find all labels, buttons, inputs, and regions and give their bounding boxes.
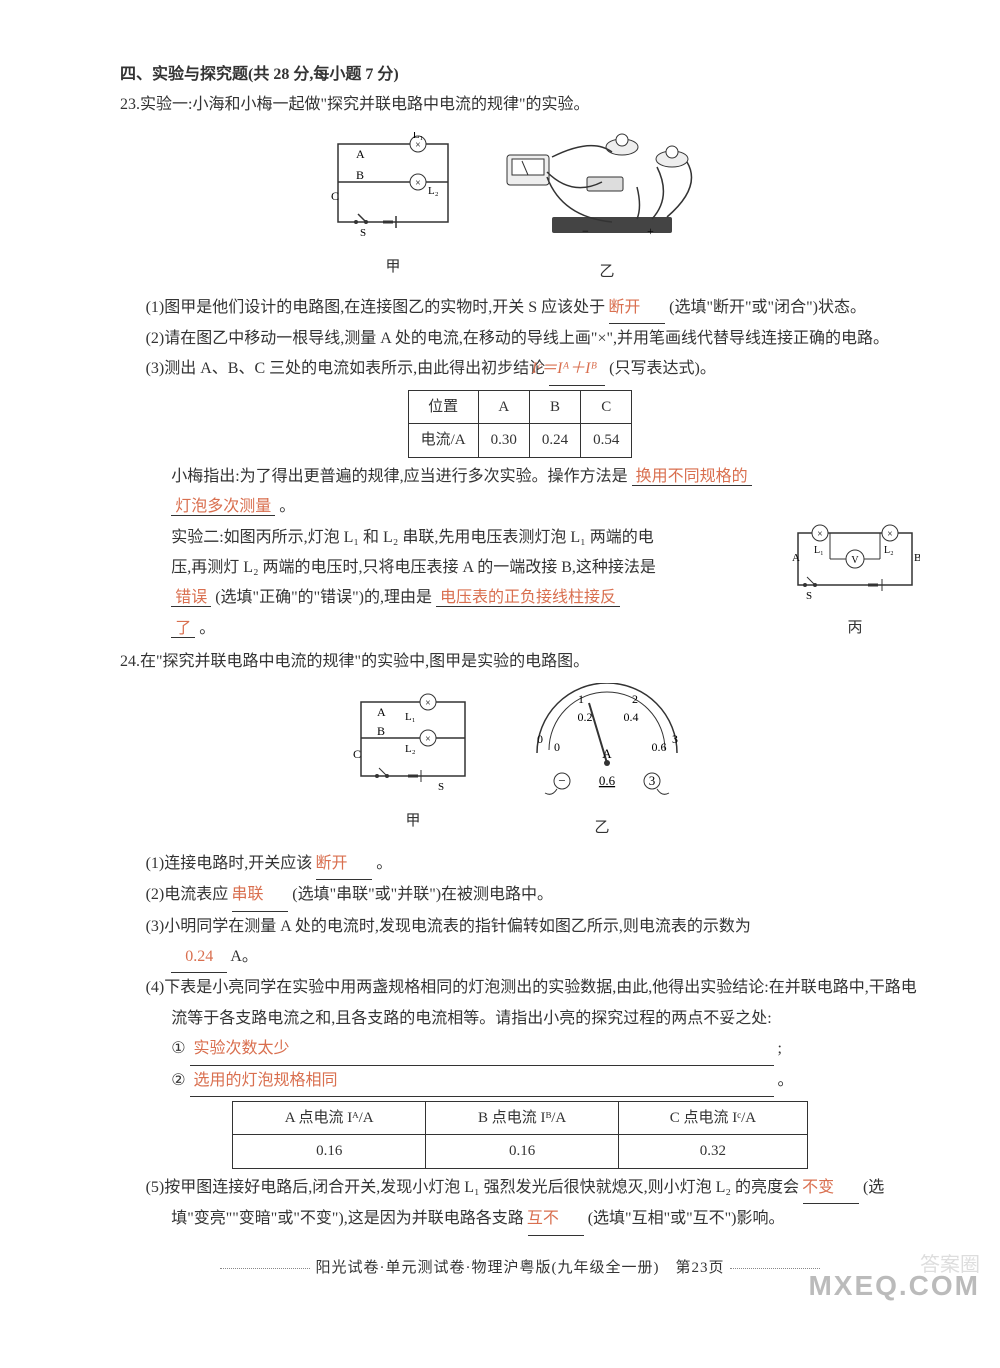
q24-fig-jia: ×L₁ ×L₂ A B C S 甲 — [343, 690, 483, 835]
svg-text:S: S — [360, 227, 366, 239]
svg-text:B: B — [914, 552, 920, 564]
q24-p4: (4)下表是小亮同学在实验中用两盏规格相同的灯泡测出的实验数据,由此,他得出实验… — [120, 973, 920, 1034]
q24-intro: 在"探究并联电路中电流的规律"的实验中,图甲是实验的电路图。 — [140, 653, 589, 670]
svg-text:B: B — [356, 168, 364, 182]
svg-text:×: × — [415, 178, 421, 189]
q23-num: 23. — [120, 96, 140, 113]
q24-p1-answer: 断开 — [316, 849, 372, 880]
svg-text:L₂: L₂ — [884, 545, 894, 556]
q23: 23.实验一:小海和小梅一起做"探究并联电路中电流的规律"的实验。 L₁ × L₂… — [120, 90, 920, 646]
q24-p5: (5)按甲图连接好电路后,闭合开关,发现小灯泡 L₁ 强烈发光后很快就熄灭,则小… — [120, 1173, 920, 1236]
svg-text:+: + — [647, 224, 654, 238]
svg-text:L₁: L₁ — [814, 545, 824, 556]
svg-text:×: × — [425, 698, 431, 709]
q24-p3: (3)小明同学在测量 A 处的电流时,发现电流表的指针偏转如图乙所示,则电流表的… — [120, 912, 920, 942]
q24-num: 24. — [120, 653, 140, 670]
q23-fig-bing: ×L₁ ×L₂ V AB S 丙 — [790, 523, 920, 643]
svg-text:×: × — [415, 140, 421, 151]
q23-exp2-ans2: 电压表的正负接线柱接反 — [436, 589, 620, 607]
q24-table: A 点电流 Iᴬ/A B 点电流 Iᴮ/A C 点电流 Iᶜ/A 0.16 0.… — [232, 1101, 808, 1169]
q24-p5-ans1: 不变 — [803, 1173, 859, 1204]
svg-text:B: B — [377, 724, 385, 738]
q23-p3-answer: Iᶜ＝Iᴬ＋Iᴮ — [549, 354, 605, 385]
svg-text:0.2: 0.2 — [578, 710, 593, 724]
q23-table: 位置 A B C 电流/A 0.30 0.24 0.54 — [408, 390, 633, 458]
q24-p2-answer: 串联 — [232, 880, 288, 911]
svg-text:1: 1 — [578, 692, 584, 706]
q24-p1: (1)连接电路时,开关应该 断开 。 — [120, 849, 920, 880]
svg-text:×: × — [817, 529, 823, 540]
q23-p3b: 小梅指出:为了得出更普遍的规律,应当进行多次实验。操作方法是 换用不同规格的 — [120, 462, 920, 492]
svg-text:×: × — [887, 529, 893, 540]
svg-text:S: S — [438, 781, 444, 793]
page-footer: 阳光试卷·单元测试卷·物理沪粤版(九年级全一册) 第23页 — [120, 1254, 920, 1283]
q23-p1-answer: 断开 — [609, 293, 665, 324]
section-heading: 四、实验与探究题(共 28 分,每小题 7 分) — [120, 60, 920, 90]
q23-fig-yi: −+ 乙 — [492, 127, 722, 287]
svg-text:3: 3 — [649, 773, 656, 788]
svg-text:−: − — [582, 224, 589, 238]
svg-text:S: S — [806, 590, 812, 602]
q24-p3-answer: 0.24 — [171, 942, 227, 973]
svg-text:0: 0 — [554, 740, 560, 754]
q23-p3b-answer2: 灯泡多次测量 — [171, 498, 275, 516]
q23-p2: (2)请在图乙中移动一根导线,测量 A 处的电流,在移动的导线上画"×",并用笔… — [120, 324, 920, 354]
svg-text:L₂: L₂ — [428, 185, 439, 197]
svg-text:L₁: L₁ — [405, 711, 416, 723]
q23-p3: (3)测出 A、B、C 三处的电流如表所示,由此得出初步结论 Iᶜ＝Iᴬ＋Iᴮ … — [120, 354, 920, 385]
svg-text:2: 2 — [632, 692, 638, 706]
svg-text:V: V — [851, 555, 859, 566]
watermark-text: MXEQ.COM — [808, 1259, 980, 1312]
svg-text:A: A — [377, 705, 386, 719]
svg-text:C: C — [331, 189, 339, 203]
q23-fig-jia: L₁× L₂× A B C S 甲 — [318, 132, 468, 282]
svg-text:×: × — [425, 734, 431, 745]
svg-text:A: A — [356, 147, 365, 161]
svg-text:0: 0 — [537, 732, 543, 746]
q23-exp2-ans1: 错误 — [171, 589, 211, 607]
svg-text:A: A — [792, 552, 800, 564]
q23-p3b-answer1: 换用不同规格的 — [632, 468, 752, 486]
q24-p4-ans1: 实验次数太少 — [190, 1034, 774, 1065]
svg-text:−: − — [558, 773, 565, 788]
svg-text:L₂: L₂ — [405, 743, 416, 755]
svg-text:3: 3 — [672, 732, 678, 746]
q23-intro: 实验一:小海和小梅一起做"探究并联电路中电流的规律"的实验。 — [140, 96, 590, 113]
q24: 24.在"探究并联电路中电流的规律"的实验中,图甲是实验的电路图。 × L₁ × L… — [120, 647, 920, 1236]
q23-exp2-ans3: 了 — [171, 620, 195, 638]
q24-p5-ans2: 互不 — [528, 1204, 584, 1235]
q24-p4-ans2: 选用的灯泡规格相同 — [190, 1066, 774, 1097]
svg-text:0.6: 0.6 — [652, 740, 667, 754]
q23-p1: (1)图甲是他们设计的电路图,在连接图乙的实物时,开关 S 应该处于 断开 (选… — [120, 293, 920, 324]
q24-p2: (2)电流表应 串联 (选填"串联"或"并联")在被测电路中。 — [120, 880, 920, 911]
svg-text:0.6: 0.6 — [599, 773, 616, 788]
svg-text:A: A — [602, 746, 612, 761]
svg-text:0.4: 0.4 — [624, 710, 639, 724]
svg-text:C: C — [353, 747, 361, 761]
q24-fig-yi: 0123 00.20.40.6 A − 0.6 3 乙 — [507, 683, 697, 843]
